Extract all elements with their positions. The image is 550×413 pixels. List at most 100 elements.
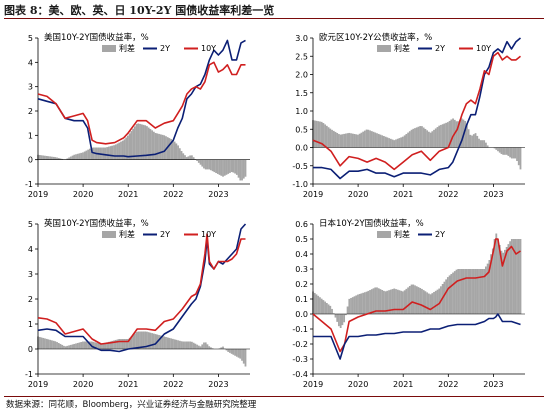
- spread-bar: [185, 341, 188, 349]
- spread-bar: [206, 159, 209, 170]
- spread-bar: [229, 159, 231, 173]
- legend-label: 2Y: [435, 230, 445, 239]
- spread-bar: [427, 293, 430, 314]
- spread-bar: [66, 158, 69, 160]
- spread-bar: [491, 248, 494, 314]
- spread-bar: [346, 133, 349, 148]
- spread-bar: [130, 131, 133, 160]
- spread-bar: [376, 287, 378, 314]
- spread-bar: [443, 123, 446, 148]
- spread-bar: [178, 148, 181, 160]
- x-tick-label: 2020: [348, 380, 368, 389]
- y-tick-label: 0.5: [295, 235, 308, 244]
- x-tick-label: 2021: [393, 190, 413, 199]
- spread-bar: [50, 156, 53, 160]
- spread-bar: [478, 269, 480, 314]
- spread-bar: [327, 304, 330, 314]
- spread-bar: [382, 290, 385, 314]
- spread-bar: [443, 281, 446, 314]
- spread-bar: [488, 260, 491, 314]
- spread-bar: [504, 249, 506, 314]
- spread-bar: [519, 239, 522, 314]
- y-tick-label: 0.4: [295, 250, 308, 259]
- spread-bar: [434, 128, 437, 148]
- spread-bar: [68, 345, 71, 349]
- spread-bar: [426, 130, 429, 148]
- legend: 利差 2Y 10Y: [102, 229, 216, 239]
- spread-bar: [332, 313, 335, 314]
- spread-bar: [358, 133, 361, 148]
- spread-bar: [319, 121, 321, 148]
- spread-bar: [44, 155, 46, 160]
- spread-bar: [223, 159, 226, 176]
- spread-bar: [201, 159, 204, 167]
- spread-bar: [118, 339, 121, 349]
- spread-bar: [369, 290, 371, 314]
- spread-bar: [40, 155, 43, 160]
- spread-bar: [395, 289, 397, 314]
- spread-bar: [410, 129, 413, 148]
- y-tick-label: 0.0: [295, 310, 308, 319]
- spread-bar: [135, 124, 138, 160]
- spread-bar: [137, 331, 140, 349]
- spread-bar: [127, 339, 129, 349]
- spread-bar: [102, 343, 105, 349]
- spread-bar: [433, 292, 435, 314]
- spread-bar: [408, 131, 411, 148]
- y-tick-label: -1: [25, 180, 33, 189]
- spread-bar: [101, 343, 103, 349]
- legend-label: 利差: [394, 229, 410, 239]
- spread-bar: [412, 128, 415, 148]
- spread-bar: [348, 298, 351, 314]
- spread-bar: [344, 133, 347, 148]
- spread-bar: [351, 133, 354, 148]
- spread-bar: [139, 331, 141, 349]
- legend-swatch-spread: [102, 231, 116, 238]
- spread-bar: [440, 124, 442, 148]
- spread-bar: [417, 126, 420, 148]
- spread-bar: [203, 342, 205, 349]
- spread-bar: [196, 159, 198, 161]
- spread-bar: [481, 269, 484, 314]
- spread-bar: [47, 156, 50, 160]
- chart-title: 美国10Y-2Y国债收益率，%: [44, 32, 149, 43]
- spread-bar: [149, 332, 152, 349]
- spread-bar: [315, 294, 318, 314]
- spread-bar: [472, 269, 475, 314]
- series-line-two_year: [313, 313, 521, 360]
- spread-bar: [382, 136, 385, 148]
- spread-bar: [242, 349, 245, 364]
- spread-bar: [116, 143, 119, 160]
- chart-uk-yield-spread: -1 0 1 2 3 4 5 2019 2020 2021 2022 2023 英国10Y-2Y国债收益…: [25, 218, 250, 389]
- spread-bar: [194, 343, 197, 349]
- spread-bar: [431, 131, 434, 148]
- spread-bar: [125, 339, 128, 349]
- spread-bar: [402, 136, 404, 148]
- spread-bar: [85, 150, 88, 160]
- spread-bar: [128, 133, 131, 160]
- spread-bar: [338, 134, 340, 148]
- x-tick-label: 2023: [208, 380, 228, 389]
- spread-bar: [235, 159, 238, 175]
- y-tick-label: 0.5: [295, 125, 308, 134]
- spread-bar: [379, 289, 382, 314]
- spread-bar: [324, 301, 327, 314]
- spread-bar: [467, 269, 470, 314]
- spread-bar: [377, 288, 380, 314]
- spread-bar: [457, 269, 460, 314]
- y-tick-label: 0.0: [295, 144, 308, 153]
- spread-bar: [166, 337, 169, 349]
- spread-bar: [152, 131, 155, 160]
- spread-bar: [395, 139, 397, 148]
- y-tick-label: -0.5: [292, 162, 308, 171]
- spread-bar: [182, 341, 185, 349]
- spread-bar: [414, 128, 416, 148]
- legend: 利差 2Y: [377, 229, 445, 239]
- y-tick-label: 0: [28, 156, 33, 165]
- spread-bar: [455, 121, 458, 148]
- spread-bar: [107, 341, 110, 349]
- chart-japan-yield-spread: -0.4 -0.3 -0.2 -0.1 0.0 0.1 0.2 0.3 0.4 0.5 0.6 201…: [292, 218, 525, 389]
- spread-bar: [232, 159, 235, 173]
- spread-bar: [225, 349, 228, 351]
- spread-bar: [146, 126, 148, 160]
